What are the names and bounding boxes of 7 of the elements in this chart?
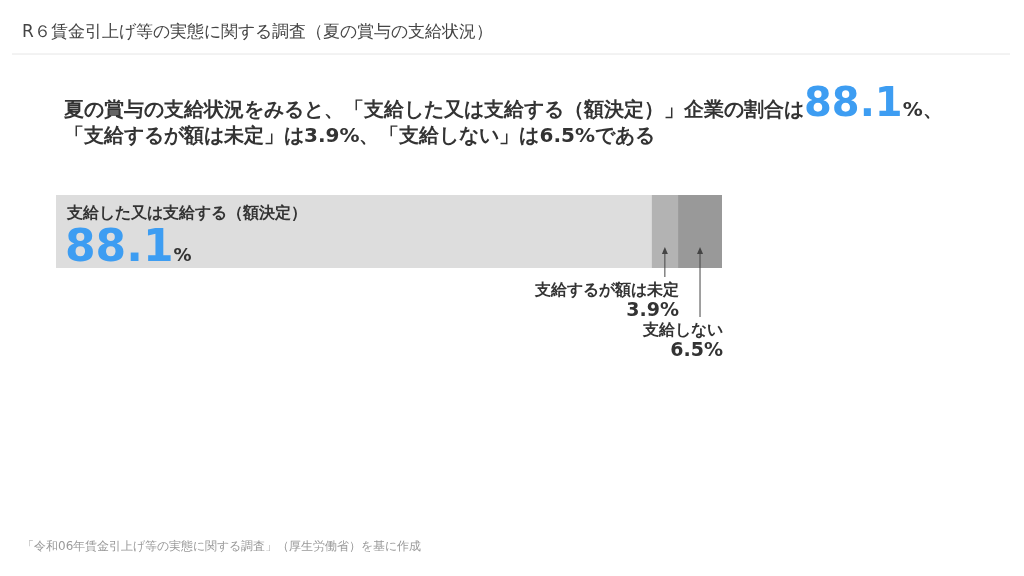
subtitle: 夏の賞与の支給状況をみると、「支給した又は支給する（額決定）」企業の割合は88.1%、「支給するが額は未定」は3.9%、「支給しない」は6.5%である [64, 80, 944, 148]
title: R６賃金引上げ等の実態に関する調査（夏の賞与の支給状況） [22, 20, 493, 42]
value-label: 88.1% [65, 224, 192, 273]
annotation: 「令和06年賃金引上げ等の実態に関する調査」（厚生労働省）を基に作成 [22, 538, 422, 554]
outside-label: 支給しない 6.5% [643, 320, 723, 360]
outside-label: 支給するが額は未定 3.9% [535, 280, 680, 320]
series-name: 支給した又は支給する（額決定） [67, 203, 307, 223]
